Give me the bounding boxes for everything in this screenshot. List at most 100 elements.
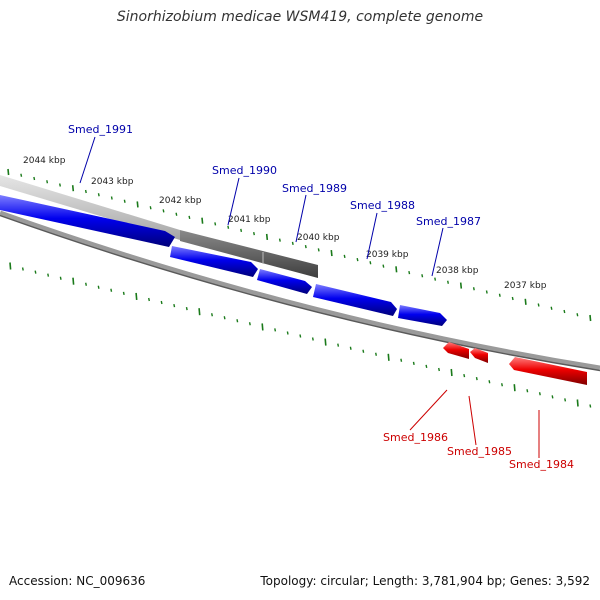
feature-band-dark bbox=[180, 230, 318, 278]
outer-tick bbox=[304, 244, 307, 249]
inner-tick bbox=[311, 337, 314, 341]
inner-tick bbox=[412, 361, 415, 366]
gene-labels: Smed_1991 Smed_1990 Smed_1989 Smed_1988 … bbox=[68, 123, 574, 471]
gene-arrow-smed-1986[interactable] bbox=[443, 342, 469, 359]
inner-tick bbox=[349, 346, 352, 350]
leader-line-smed-1991 bbox=[79, 136, 96, 184]
inner-tick bbox=[564, 398, 567, 402]
inner-tick bbox=[324, 338, 327, 346]
kbp-labels: 2044 kbp 2043 kbp 2042 kbp 2041 kbp 2040… bbox=[23, 156, 547, 291]
leader-line-smed-1990 bbox=[227, 177, 240, 226]
outer-tick bbox=[123, 199, 126, 203]
kbp-label: 2043 kbp bbox=[91, 177, 134, 187]
kbp-label: 2041 kbp bbox=[228, 215, 271, 225]
inner-tick bbox=[198, 308, 201, 316]
inner-tick bbox=[299, 334, 302, 338]
inner-tick bbox=[400, 358, 403, 362]
outer-tick bbox=[188, 215, 191, 220]
inner-tick bbox=[375, 352, 377, 356]
kbp-label: 2039 kbp bbox=[366, 250, 409, 260]
outer-tick bbox=[356, 257, 359, 262]
gene-arrow-smed-1985[interactable] bbox=[470, 348, 488, 363]
genome-backbone bbox=[0, 210, 600, 372]
inner-tick bbox=[9, 262, 12, 270]
outer-tick bbox=[7, 168, 10, 176]
gene-arrow-smed-1989[interactable] bbox=[257, 269, 312, 294]
inner-tick bbox=[362, 349, 365, 353]
inner-tick bbox=[438, 367, 440, 372]
outer-tick bbox=[149, 206, 152, 210]
leader-line-smed-1985 bbox=[468, 395, 477, 446]
gene-leader-lines bbox=[79, 136, 540, 458]
inner-tick bbox=[97, 285, 100, 289]
outer-tick bbox=[408, 270, 411, 275]
inner-tick bbox=[274, 328, 277, 332]
outer-tick bbox=[317, 248, 320, 252]
gene-label-smed-1990[interactable]: Smed_1990 bbox=[212, 164, 277, 177]
genome-title: Sinorhizobium medicae WSM419, complete g… bbox=[116, 9, 484, 25]
genome-summary-text: Topology: circular; Length: 3,781,904 bp… bbox=[260, 574, 590, 588]
inner-tick bbox=[589, 404, 592, 408]
outer-tick bbox=[265, 233, 269, 240]
outer-tick bbox=[382, 264, 385, 268]
outer-tick bbox=[550, 306, 553, 310]
outer-tick bbox=[201, 217, 204, 224]
kbp-label: 2040 kbp bbox=[297, 233, 340, 243]
outer-tick bbox=[459, 282, 463, 289]
gene-label-smed-1989[interactable]: Smed_1989 bbox=[282, 182, 347, 195]
accession-text: Accession: NC_009636 bbox=[9, 574, 146, 588]
outer-tick bbox=[162, 209, 165, 213]
outer-tick-ring bbox=[7, 168, 592, 322]
inner-tick bbox=[551, 395, 554, 399]
outer-tick bbox=[33, 176, 36, 181]
kbp-label: 2038 kbp bbox=[436, 266, 479, 276]
outer-tick bbox=[46, 180, 49, 184]
gene-label-smed-1985[interactable]: Smed_1985 bbox=[447, 445, 512, 458]
inner-tick bbox=[475, 376, 478, 381]
inner-tick bbox=[85, 282, 87, 286]
outer-tick bbox=[563, 309, 566, 314]
inner-tick bbox=[148, 297, 150, 302]
inner-tick bbox=[261, 323, 264, 331]
inner-tick bbox=[47, 273, 50, 277]
feature-band bbox=[0, 175, 318, 278]
outer-tick bbox=[343, 254, 346, 259]
inner-tick-ring bbox=[9, 262, 592, 408]
outer-tick bbox=[485, 290, 488, 294]
inner-tick bbox=[59, 276, 62, 280]
outer-tick bbox=[136, 201, 139, 208]
inner-tick bbox=[450, 368, 453, 377]
gene-label-smed-1987[interactable]: Smed_1987 bbox=[416, 215, 481, 228]
gene-label-smed-1991[interactable]: Smed_1991 bbox=[68, 123, 133, 136]
gene-arrow-smed-1988[interactable] bbox=[313, 284, 397, 316]
outer-tick bbox=[498, 293, 501, 297]
inner-tick bbox=[501, 383, 503, 387]
outer-tick bbox=[369, 261, 372, 265]
gene-label-smed-1984[interactable]: Smed_1984 bbox=[509, 458, 574, 471]
inner-tick bbox=[135, 292, 138, 300]
inner-tick bbox=[72, 277, 75, 285]
outer-tick bbox=[472, 287, 475, 291]
minus-strand-genes bbox=[443, 342, 587, 385]
inner-tick bbox=[173, 303, 176, 308]
gene-arrow-smed-1990[interactable] bbox=[170, 246, 258, 277]
gene-arrow-smed-1987[interactable] bbox=[398, 305, 447, 326]
inner-tick bbox=[223, 316, 226, 320]
inner-tick bbox=[248, 322, 251, 326]
leader-line-smed-1986 bbox=[409, 389, 448, 431]
outer-tick bbox=[589, 314, 592, 322]
inner-tick bbox=[286, 331, 289, 335]
leader-line-smed-1989 bbox=[295, 194, 307, 243]
inner-tick bbox=[513, 384, 516, 392]
inner-tick bbox=[122, 291, 125, 296]
gene-label-smed-1988[interactable]: Smed_1988 bbox=[350, 199, 415, 212]
outer-tick bbox=[278, 238, 281, 242]
plus-strand-genes bbox=[0, 195, 447, 326]
inner-tick bbox=[34, 270, 37, 274]
gene-arrow-smed-1991[interactable] bbox=[0, 195, 175, 247]
outer-tick bbox=[240, 228, 243, 233]
outer-tick bbox=[421, 274, 424, 278]
gene-label-smed-1986[interactable]: Smed_1986 bbox=[383, 431, 448, 444]
feature-band-light bbox=[0, 175, 180, 240]
gene-arrow-smed-1984[interactable] bbox=[509, 357, 587, 385]
